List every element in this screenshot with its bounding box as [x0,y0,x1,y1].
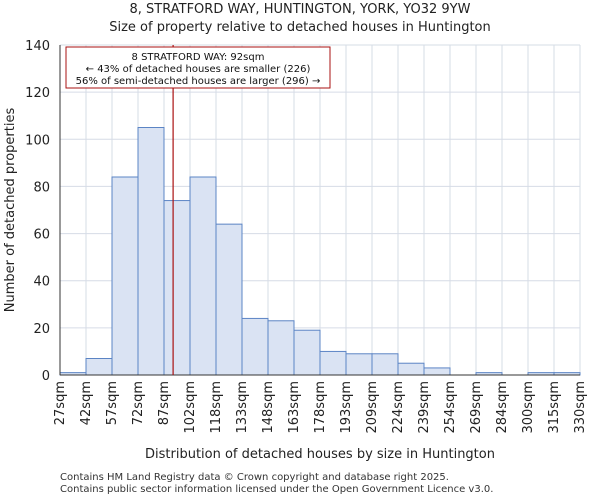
y-tick-label: 20 [33,322,50,337]
y-axis-title: Number of detached properties [3,108,18,313]
x-tick-label: 193sqm [339,381,354,434]
annotation-line: ← 43% of detached houses are smaller (22… [86,64,311,75]
annotation-line: 8 STRATFORD WAY: 92sqm [132,52,265,63]
y-tick-label: 100 [25,133,50,148]
histogram-bar [163,200,191,376]
histogram-bar [371,353,399,376]
x-tick-label: 284sqm [495,381,510,434]
x-tick-label: 224sqm [391,381,406,434]
histogram-bar [345,353,373,376]
x-tick-label: 209sqm [365,381,380,434]
chart-title: 8, STRATFORD WAY, HUNTINGTON, YORK, YO32… [129,2,471,17]
x-tick-label: 163sqm [287,381,302,434]
annotation-box [65,46,331,89]
footer-licence: Contains public sector information licen… [60,484,494,495]
x-tick-label: 254sqm [443,381,458,434]
x-tick-label: 178sqm [313,381,328,434]
histogram-bar [423,367,451,376]
footer-copyright: Contains HM Land Registry data © Crown c… [60,472,449,483]
histogram-bar [189,176,217,376]
property-marker: 8 STRATFORD WAY: 92sqm← 43% of detached … [65,45,331,375]
annotation-line: 56% of semi-detached houses are larger (… [76,76,321,87]
x-tick-label: 57sqm [105,381,120,425]
histogram-bar [215,223,243,376]
chart-subtitle: Size of property relative to detached ho… [109,20,491,35]
histogram-bar [397,362,425,376]
bars [59,127,581,376]
x-tick-label: 42sqm [79,381,94,425]
histogram-bar [319,350,347,376]
x-tick-label: 118sqm [209,381,224,434]
x-tick-label: 239sqm [417,381,432,434]
histogram-bar [111,176,139,376]
x-tick-label: 87sqm [157,381,172,425]
x-tick-label: 330sqm [573,381,588,434]
y-tick-label: 0 [42,369,50,384]
y-tick-label: 80 [33,180,50,195]
x-axis-title: Distribution of detached houses by size … [145,447,495,462]
histogram-bar [267,320,295,376]
x-tick-label: 315sqm [547,381,562,434]
y-tick-label: 140 [25,39,50,54]
x-tick-label: 133sqm [235,381,250,434]
x-tick-label: 300sqm [521,381,536,434]
x-tick-label: 269sqm [469,381,484,434]
axes: 0 20 40 60 80 100 120 140 27sqm 42sqm 57sqm 72sqm 87… [3,39,588,462]
y-tick-label: 60 [33,228,50,243]
x-tick-label: 72sqm [131,381,146,425]
x-tick-label: 102sqm [183,381,198,434]
y-tick-label: 40 [33,275,50,290]
y-tick-label: 120 [25,86,50,101]
x-tick-label: 27sqm [53,381,68,425]
x-tick-label: 148sqm [261,381,276,434]
histogram-bar [293,329,321,376]
histogram-bar [85,358,113,376]
histogram-bar [137,127,165,376]
histogram-bar [241,317,269,376]
